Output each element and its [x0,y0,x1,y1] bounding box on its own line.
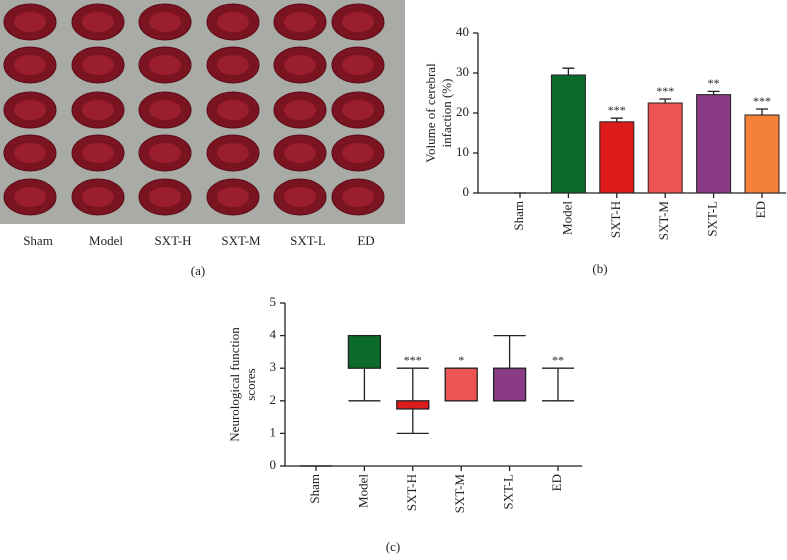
box [396,400,430,410]
y-axis-label: Volume of cerebral [423,63,438,163]
y-tick-label: 1 [270,424,277,439]
y-tick-label: 0 [270,457,277,472]
bar [599,121,635,194]
brain-slice-core [149,12,181,32]
x-tick-label: SXT-L [501,474,516,510]
image-label: SXT-L [290,233,326,248]
whisker-high [493,334,526,369]
brain-slice-core [342,187,374,207]
image-label: Sham [23,233,53,248]
y-axis-label: scores [243,368,258,401]
brain-slice-core [217,143,249,163]
brain-slice-core [217,187,249,207]
brain-slice-core [284,55,316,75]
x-tick-label: SXT-M [656,201,671,241]
x-tick-label: Model [559,201,574,235]
image-label: ED [357,233,374,248]
x-tick-label: SXT-H [404,474,419,511]
y-tick-label: 5 [270,294,277,309]
brain-slice-core [342,100,374,120]
brain-slice-core [14,187,46,207]
y-tick-label: 40 [456,24,469,39]
box [347,334,382,369]
whisker-low [348,368,381,402]
brain-slice-core [217,55,249,75]
caption: (c) [386,539,400,554]
y-tick-label: 2 [270,392,277,407]
error-bar [610,117,623,122]
x-tick-label: Model [355,474,370,508]
brain-slice-core [14,100,46,120]
brain-slice-core [149,143,181,163]
x-tick-label: SXT-M [452,474,467,514]
whisker-high [396,367,429,401]
brain-slice-core [14,12,46,32]
error-bar [707,90,720,95]
box [492,367,527,402]
significance: *** [608,103,626,117]
caption: (a) [191,263,205,278]
brain-slice-core [217,12,249,32]
significance: ** [708,76,720,90]
image-label: Model [89,233,123,248]
x-tick-label: Sham [511,201,526,231]
y-axis-label: infaction (%) [439,79,454,148]
significance: * [458,353,464,367]
box [444,367,478,402]
y-tick-label: 0 [463,184,470,199]
y-tick-label: 20 [456,104,469,119]
brain-slice-core [82,55,114,75]
error-bar [562,67,575,75]
brain-slice-core [149,100,181,120]
brain-slice-core [342,143,374,163]
x-tick-label: ED [753,201,768,218]
caption: (b) [592,261,607,276]
x-tick-label: Sham [307,474,322,504]
y-axis-label: Neurological function [227,327,242,442]
x-tick-label: SXT-H [608,201,623,238]
x-tick-label: ED [549,474,564,491]
image-label: SXT-H [154,233,191,248]
brain-slice-core [149,55,181,75]
brain-slice-core [82,100,114,120]
brain-slice-core [342,55,374,75]
brain-slice-core [217,100,249,120]
bar [550,74,586,194]
whisker-high [542,367,574,401]
significance: *** [404,353,422,367]
y-tick-label: 4 [270,327,277,342]
brain-slice-core [284,12,316,32]
brain-slice-core [82,12,114,32]
bar [647,102,683,194]
significance: *** [753,94,771,108]
whisker-low [396,408,429,435]
significance: ** [552,353,564,367]
significance: *** [656,84,674,98]
brain-slice-core [284,100,316,120]
brain-slice-core [82,143,114,163]
error-bar [756,108,768,115]
brain-slice-core [284,187,316,207]
axis [284,303,583,467]
image-label: SXT-M [221,233,261,248]
brain-slice-core [14,143,46,163]
y-tick-label: 10 [456,144,469,159]
brain-slice-core [342,12,374,32]
brain-slice-core [14,55,46,75]
brain-slice-core [284,143,316,163]
bar [744,114,780,194]
brain-slice-core [149,187,181,207]
y-tick-label: 30 [456,64,469,79]
x-tick-label: SXT-L [705,201,720,237]
error-bar [659,98,672,103]
brain-slice-core [82,187,114,207]
y-tick-label: 3 [270,359,277,374]
bar [696,94,732,194]
